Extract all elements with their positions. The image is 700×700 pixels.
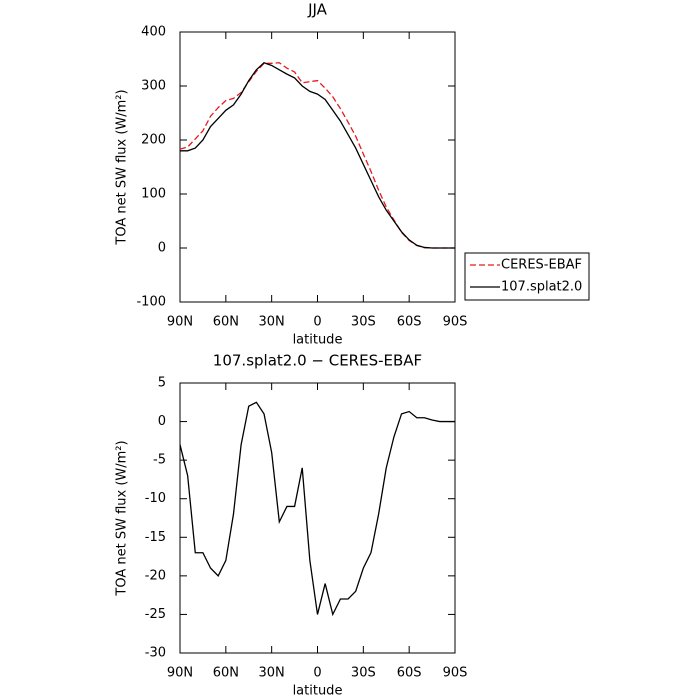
y-tick-label: 200 [141,133,166,148]
y-tick-label: -15 [145,530,166,545]
x-tick-label: 60S [397,666,422,681]
y-tick-label: -20 [145,568,166,583]
y-tick-label: 5 [158,376,166,391]
x-tick-label: 90N [167,666,193,681]
y-tick-label: -100 [136,295,166,310]
data-line [180,62,455,249]
data-line [179,62,455,249]
plot-frame [179,31,456,303]
legend-box [464,252,590,301]
x-axis-label: latitude [293,684,343,699]
x-tick-label: 90S [443,666,468,681]
x-tick-label: 30N [259,666,285,681]
y-axis-label: TOA net SW flux (W/m²) [115,89,130,245]
y-tick-label: -30 [145,646,166,661]
chart-title: 107.splat2.0 − CERES-EBAF [213,352,422,370]
chart-title: JJA [307,1,328,19]
x-tick-label: 30S [351,666,376,681]
y-tick-label: -5 [153,453,166,468]
x-tick-label: 90S [443,315,468,330]
x-tick-label: 60N [213,315,239,330]
y-tick-label: 0 [158,414,166,429]
legend-label: 107.splat2.0 [501,280,582,295]
x-tick-label: 60S [397,315,422,330]
x-tick-label: 0 [313,315,321,330]
x-tick-label: 30N [259,315,285,330]
y-tick-label: 300 [141,79,166,94]
legend-label: CERES-EBAF [501,258,582,273]
y-tick-label: 100 [141,187,166,202]
data-line [179,401,455,617]
x-axis-label: latitude [293,333,343,348]
x-tick-label: 60N [213,666,239,681]
y-tick-label: -10 [145,491,166,506]
x-tick-label: 0 [313,666,321,681]
y-tick-label: -25 [145,607,166,622]
y-tick-label: 400 [141,25,166,40]
y-axis-label: TOA net SW flux (W/m²) [115,440,130,596]
x-tick-label: 30S [351,315,376,330]
x-tick-label: 90N [167,315,193,330]
y-tick-label: 0 [158,241,166,256]
